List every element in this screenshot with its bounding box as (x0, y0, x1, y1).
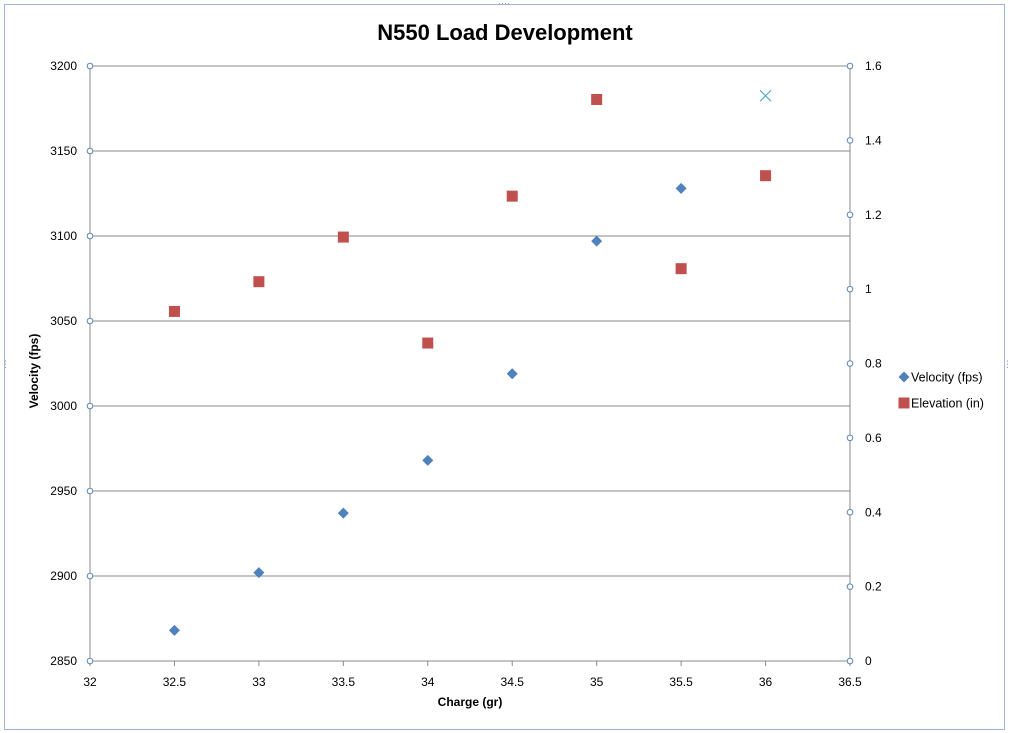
elevation-point (168, 305, 180, 317)
axis-handle (86, 232, 94, 240)
y2-tick-label: 1 (865, 282, 872, 296)
x-tick-label: 36 (759, 675, 773, 689)
velocity-point (506, 368, 518, 380)
x-tick-label: 34.5 (501, 675, 525, 689)
axis-handle (846, 285, 854, 293)
axes (89, 66, 851, 662)
legend-item: Elevation (in) (898, 397, 984, 411)
y-tick-label: 3150 (50, 144, 77, 158)
velocity-point (337, 507, 349, 519)
velocity-point (168, 624, 180, 636)
legend-square-icon (898, 397, 910, 409)
axis-handle (846, 657, 854, 665)
y2-axis-ticks: 0 0.2 0.4 0.6 0.8 1 1.2 1.4 1.6 (846, 59, 882, 668)
axis-handle (846, 508, 854, 516)
axis-handle (846, 583, 854, 590)
x-tick-label: 36.5 (838, 675, 862, 689)
elevation-point (506, 190, 518, 202)
legend-diamond-icon (898, 371, 910, 383)
legend-item: Velocity (fps) (898, 371, 983, 385)
legend[interactable]: Velocity (fps) Elevation (in) (898, 371, 984, 411)
velocity-point (591, 235, 603, 247)
y2-tick-label: 0.4 (865, 505, 882, 519)
x-marker-point (759, 89, 772, 102)
velocity-point (422, 454, 434, 466)
axis-handle (846, 62, 854, 70)
legend-label: Velocity (fps) (911, 371, 983, 385)
y-tick-label: 3200 (50, 59, 77, 73)
elevation-point (253, 276, 265, 288)
axis-handle (846, 211, 854, 219)
y2-tick-label: 0.2 (865, 580, 882, 594)
x-tick-label: 35 (590, 675, 604, 689)
axis-handle (846, 137, 854, 144)
resize-handle-top[interactable]: ···· (498, 0, 510, 8)
x-tick-label: 34 (421, 675, 435, 689)
axis-handle (86, 147, 94, 155)
x-tick-label: 32 (83, 675, 97, 689)
data-points (168, 89, 772, 636)
axis-handle (86, 402, 94, 410)
elevation-point (337, 231, 349, 243)
axis-handle (846, 360, 854, 367)
y-tick-label: 3100 (50, 229, 77, 243)
velocity-point (253, 567, 265, 579)
legend-label: Elevation (in) (911, 397, 984, 411)
chart-area-frame[interactable] (4, 4, 1005, 730)
y-tick-label: 2900 (50, 569, 77, 583)
elevation-point (591, 93, 603, 105)
y2-tick-label: 0.6 (865, 431, 882, 445)
axis-handle (86, 62, 94, 70)
y-tick-label: 3050 (50, 314, 77, 328)
y-axis-ticks: 2850 2900 2950 3000 3050 3100 3150 3200 (50, 59, 94, 668)
axis-handle (86, 657, 94, 665)
y2-tick-label: 0.8 (865, 357, 882, 371)
x-axis-ticks: 32 32.5 33 33.5 34 34.5 35 35.5 36 36.5 (83, 661, 862, 689)
y2-tick-label: 1.4 (865, 133, 882, 147)
axis-handle (846, 434, 854, 442)
y2-tick-label: 0 (865, 654, 872, 668)
axis-handle (86, 487, 94, 495)
y-tick-label: 2850 (50, 654, 77, 668)
axis-handle (86, 572, 94, 580)
axis-handle (86, 317, 94, 325)
y2-tick-label: 1.6 (865, 59, 882, 73)
resize-handle-right[interactable]: ⋮ (1003, 359, 1012, 369)
chart-title: N550 Load Development (377, 20, 633, 45)
x-tick-label: 32.5 (163, 675, 187, 689)
x-axis-title: Charge (gr) (438, 695, 503, 709)
gridlines (90, 65, 850, 577)
y-tick-label: 3000 (50, 399, 77, 413)
y-tick-label: 2950 (50, 484, 77, 498)
y-axis-title: Velocity (fps) (27, 334, 41, 409)
elevation-point (675, 263, 687, 275)
elevation-point (422, 337, 434, 349)
x-tick-label: 33.5 (332, 675, 356, 689)
resize-handle-left[interactable]: ⋮ (1, 359, 10, 369)
velocity-point (675, 182, 687, 194)
elevation-point (760, 170, 772, 182)
x-tick-label: 35.5 (669, 675, 693, 689)
x-tick-label: 33 (252, 675, 266, 689)
y2-tick-label: 1.2 (865, 208, 882, 222)
